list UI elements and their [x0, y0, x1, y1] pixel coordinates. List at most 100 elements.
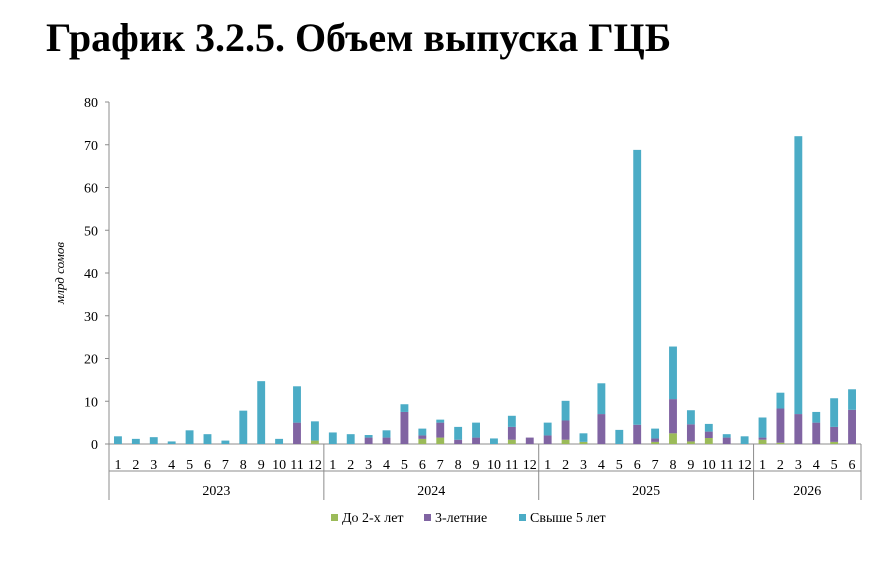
- x-tick-label: 1: [759, 458, 766, 473]
- bar-segment: [257, 381, 266, 444]
- x-tick-label: 8: [670, 458, 677, 473]
- bar-segment: [490, 438, 498, 444]
- bar-segment: [149, 437, 158, 444]
- x-tick-label: 10: [487, 458, 501, 473]
- bar-segment: [615, 429, 624, 444]
- y-tick-label: 10: [84, 395, 98, 410]
- bar-segment: [472, 437, 480, 444]
- bar-segment: [776, 392, 785, 409]
- x-tick-label: 9: [473, 458, 480, 473]
- bar-segment: [848, 389, 856, 410]
- bar-segment: [221, 440, 230, 444]
- bar-segment: [794, 414, 803, 444]
- x-tick-label: 2: [562, 458, 569, 473]
- bar-segment: [275, 438, 284, 444]
- bar-segment: [436, 419, 445, 423]
- legend-label: 3-летние: [435, 511, 487, 526]
- bar-segment: [633, 149, 642, 425]
- x-tick-label: 3: [580, 458, 587, 473]
- bar-segment: [633, 424, 642, 444]
- y-axis-label: млрд сомов: [52, 242, 67, 305]
- x-tick-label: 5: [401, 458, 408, 473]
- bar-segment: [740, 436, 749, 444]
- x-tick-label: 1: [114, 458, 121, 473]
- bar-segment: [454, 426, 463, 440]
- bar-segment: [776, 442, 785, 444]
- bar-segment: [203, 434, 212, 444]
- legend-swatch: [331, 514, 338, 521]
- bar-segment: [364, 437, 373, 444]
- legend-swatch: [424, 514, 431, 521]
- bar-segment: [812, 422, 821, 444]
- x-tick-label: 6: [849, 458, 856, 473]
- x-tick-label: 7: [652, 458, 659, 473]
- bar-segment: [686, 410, 695, 425]
- bar-segment: [758, 437, 767, 440]
- x-tick-label: 3: [795, 458, 802, 473]
- x-tick-label: 12: [738, 458, 752, 473]
- x-tick-label: 10: [702, 458, 716, 473]
- bar-segment: [830, 398, 839, 427]
- bar-segment: [436, 422, 445, 438]
- bar-segment: [651, 438, 660, 442]
- x-tick-label: 5: [186, 458, 193, 473]
- bar-segment: [400, 404, 409, 412]
- x-tick-label: 9: [258, 458, 265, 473]
- bar-segment: [507, 426, 516, 440]
- bar-segment: [704, 431, 713, 439]
- bar-segment: [239, 410, 248, 444]
- bar-segment: [722, 434, 731, 438]
- bar-segment: [346, 434, 355, 444]
- bar-segment: [669, 433, 677, 444]
- group-label: 2024: [417, 484, 445, 499]
- bar-segment: [418, 435, 427, 439]
- bar-segment: [758, 417, 767, 438]
- bar-segment: [758, 439, 767, 444]
- bar-segment: [418, 438, 427, 444]
- y-tick-label: 80: [84, 96, 98, 111]
- bar-segment: [543, 422, 552, 436]
- bar-segment: [185, 430, 194, 444]
- bar-segment: [293, 422, 301, 444]
- bar-segment: [472, 422, 480, 438]
- x-tick-label: 8: [240, 458, 247, 473]
- bar-segment: [848, 409, 856, 444]
- y-tick-label: 0: [91, 438, 98, 453]
- group-label: 2026: [793, 484, 821, 499]
- x-tick-label: 1: [544, 458, 551, 473]
- bar-segment: [561, 400, 570, 421]
- bar-segment: [686, 441, 695, 444]
- x-tick-label: 11: [505, 458, 518, 473]
- bar-segment: [597, 414, 606, 444]
- bar-segment: [543, 435, 552, 444]
- x-tick-label: 11: [290, 458, 303, 473]
- bar-segment: [167, 441, 176, 444]
- bar-segment: [561, 439, 570, 444]
- bar-segment: [561, 420, 570, 440]
- bar-segment: [597, 383, 606, 415]
- bar-segment: [507, 415, 516, 427]
- bar-segment: [382, 437, 391, 444]
- x-tick-label: 4: [813, 458, 820, 473]
- bar-segment: [436, 437, 445, 444]
- x-tick-label: 3: [150, 458, 157, 473]
- bar-segment: [454, 439, 463, 444]
- x-tick-label: 3: [365, 458, 372, 473]
- bar-segment: [704, 438, 713, 444]
- bar-segment: [794, 136, 803, 415]
- x-tick-label: 5: [831, 458, 838, 473]
- bar-segment: [328, 432, 337, 444]
- bar-segment: [310, 440, 319, 444]
- y-tick-label: 40: [84, 267, 98, 282]
- x-tick-label: 1: [329, 458, 336, 473]
- bar-segment: [525, 437, 534, 444]
- x-tick-label: 4: [598, 458, 605, 473]
- bar-segment: [830, 426, 839, 442]
- x-tick-label: 6: [634, 458, 641, 473]
- legend-label: До 2-х лет: [342, 511, 404, 526]
- bar-segment: [651, 441, 660, 444]
- bar-segment: [776, 408, 785, 443]
- bar-segment: [400, 411, 409, 444]
- bar-segment: [310, 421, 319, 441]
